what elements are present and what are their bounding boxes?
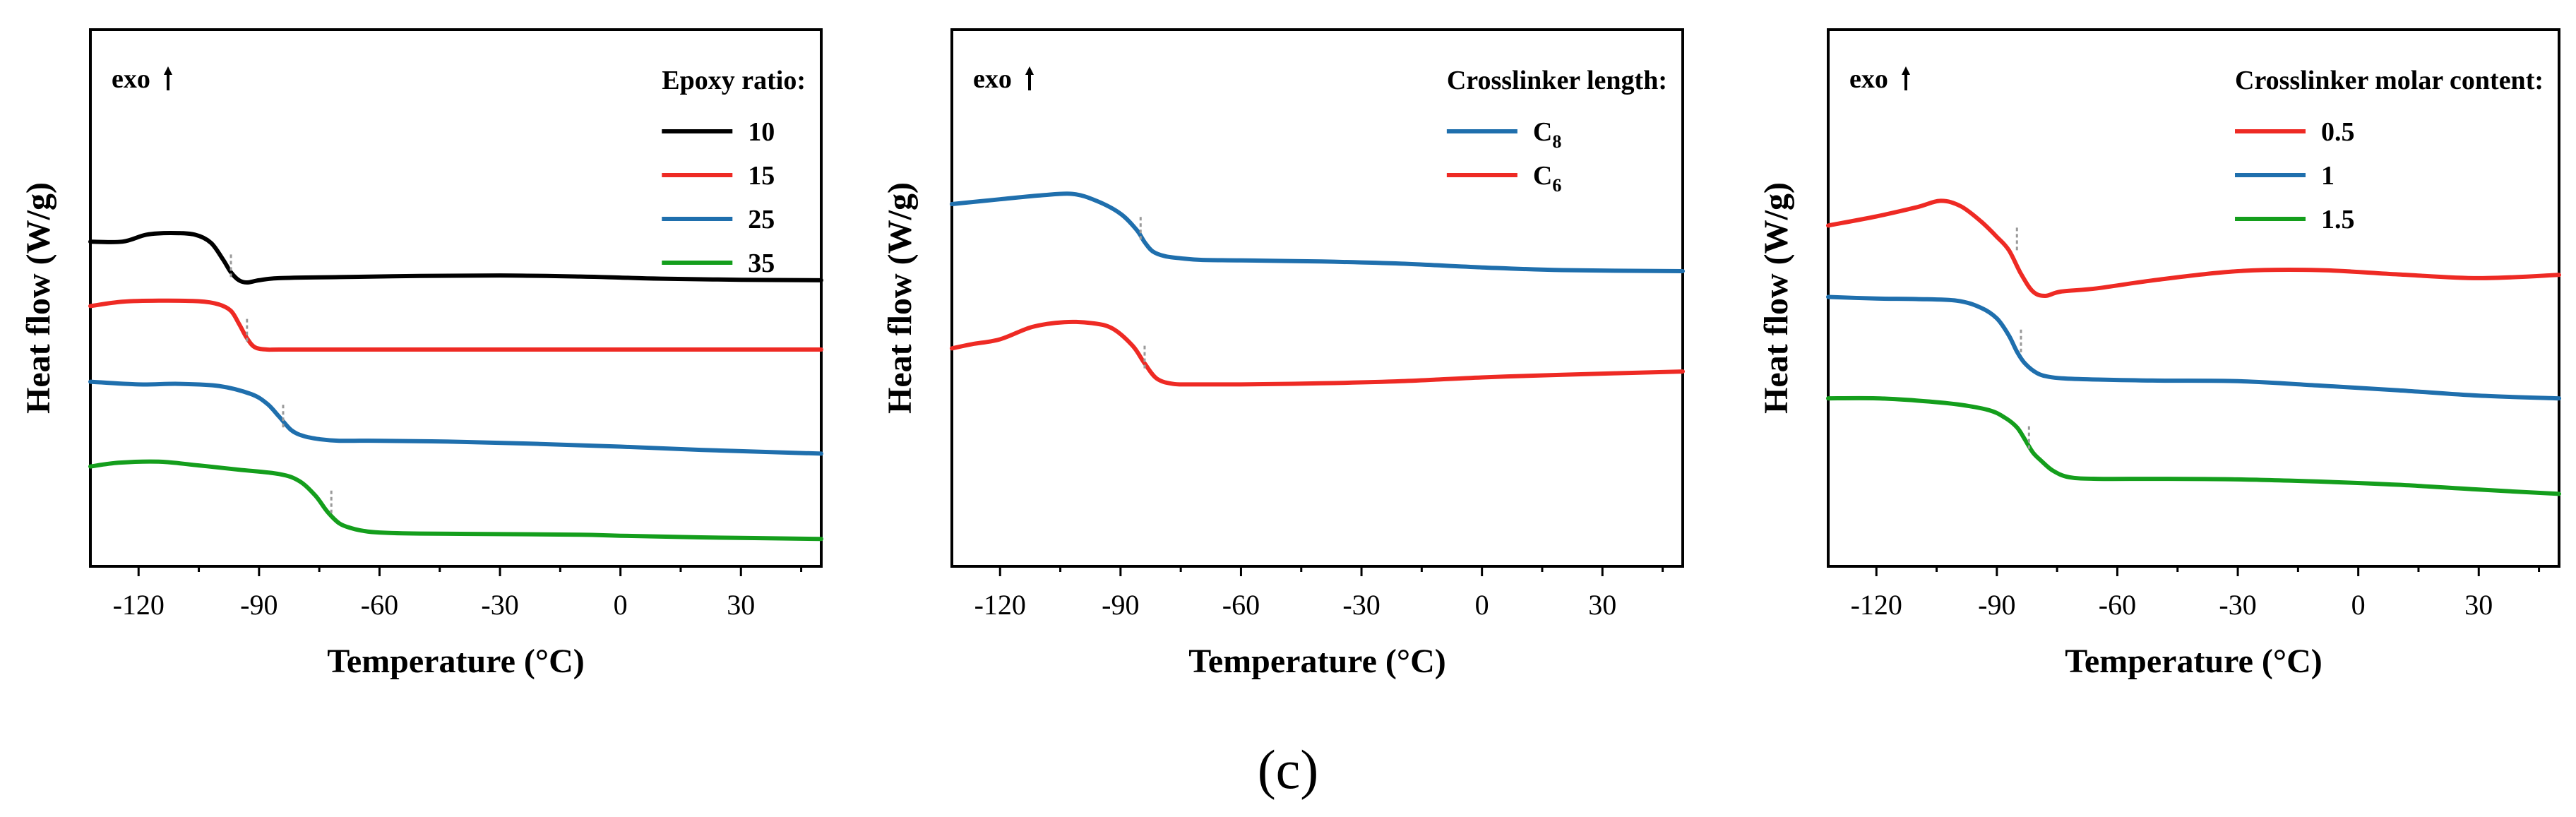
legend-label-subscript: 6 [1552,175,1561,196]
series-line-2 [1826,395,2561,496]
x-tick-label: -30 [481,589,518,621]
exo-annotation: exo [973,64,1012,94]
legend-label: 15 [748,161,775,191]
legend-label-subscript: 8 [1552,131,1561,152]
plot-frame [89,28,823,568]
legend-label: 35 [748,249,775,278]
series-line-1 [88,298,823,352]
legend-label: 10 [748,117,775,147]
legend-label: 1.5 [2321,205,2355,234]
x-tick-label: 0 [1475,589,1489,621]
legend-title: Crosslinker length: [1447,66,1667,95]
series-line-0 [88,231,823,285]
series-line-2 [88,379,823,456]
series-line-1 [950,319,1685,387]
x-tick-label: 30 [727,589,755,621]
x-tick-label: -60 [1222,589,1260,621]
y-axis-label: Heat flow (W/g) [20,182,57,414]
series-line-0 [1826,198,2561,298]
x-tick-label: -90 [1978,589,2015,621]
exo-annotation: exo [112,64,150,94]
exo-arrow-head-icon [1902,66,1910,75]
x-axis-label: Temperature (°C) [1188,643,1445,680]
x-tick-label: -120 [974,589,1026,621]
x-tick-label: -60 [2099,589,2136,621]
series-line-3 [88,459,823,542]
series-line-0 [950,191,1685,273]
exo-annotation: exo [1849,64,1888,94]
x-tick-label: 30 [1588,589,1616,621]
y-axis-label: Heat flow (W/g) [1758,182,1795,414]
legend-label: C8 [1533,117,1561,152]
plot-frame [950,28,1684,568]
x-tick-label: -90 [240,589,278,621]
chart-panel-b: -120 -90 -60 -30 0 30 Temperature (°C) Heat flo… [881,28,1685,680]
x-axis-label: Temperature (°C) [327,643,584,680]
x-tick-label: -30 [1342,589,1380,621]
legend-label: 1 [2321,161,2334,191]
x-tick-label: -90 [1102,589,1139,621]
exo-arrow-head-icon [164,66,172,75]
legend-title: Epoxy ratio: [662,66,806,95]
chart-panel-c: -120 -90 -60 -30 0 30 Temperature (°C) Heat flo… [1758,28,2561,680]
legend-label: 0.5 [2321,117,2355,147]
series-line-1 [1826,294,2561,401]
x-tick-label: -120 [1851,589,1902,621]
x-tick-label: 30 [2464,589,2493,621]
x-tick-label: 0 [2351,589,2366,621]
x-tick-label: -120 [113,589,165,621]
legend-title: Crosslinker molar content: [2235,66,2544,95]
x-tick-label: -60 [361,589,398,621]
x-tick-label: -30 [2219,589,2256,621]
legend-label: 25 [748,205,775,234]
y-axis-label: Heat flow (W/g) [881,182,919,414]
figure-label: (c) [1257,739,1319,800]
x-axis-label: Temperature (°C) [2065,643,2322,680]
legend-label: C6 [1533,161,1561,196]
exo-arrow-head-icon [1025,66,1034,75]
chart-panel-a: -120 -90 -60 -30 0 30 Temperature (°C) Heat flo… [20,28,823,680]
x-tick-label: 0 [614,589,628,621]
